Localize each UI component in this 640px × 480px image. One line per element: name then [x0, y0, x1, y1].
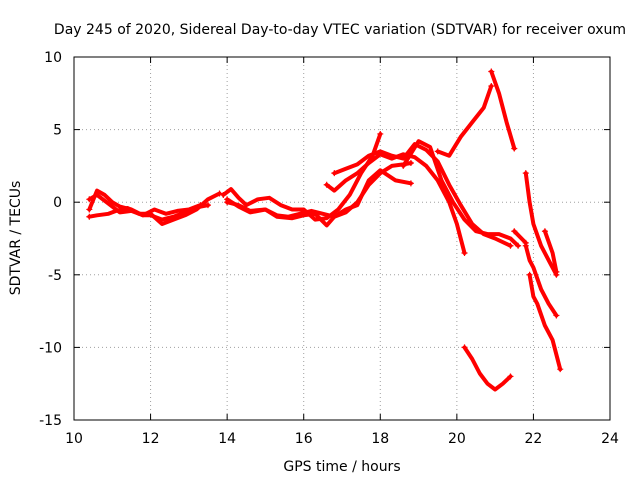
data-point-marker: [220, 191, 227, 198]
y-tick-label: -15: [39, 413, 62, 429]
data-point-marker: [511, 228, 518, 235]
y-tick-label: -5: [48, 268, 62, 284]
data-point-marker: [197, 202, 204, 209]
x-tick-label: 18: [371, 431, 389, 447]
x-tick-label: 20: [448, 431, 466, 447]
data-point-marker: [434, 148, 441, 155]
series-s4: [221, 132, 383, 222]
data-point-marker: [400, 162, 407, 169]
data-point-marker: [507, 373, 514, 380]
y-tick-label: -10: [39, 340, 62, 356]
plot-frame: [73, 56, 611, 421]
x-tick-label: 16: [295, 431, 313, 447]
x-tick-label: 14: [218, 431, 236, 447]
data-point-marker: [86, 213, 93, 220]
data-point-marker: [323, 181, 330, 188]
data-point-marker: [526, 271, 533, 278]
y-tick-label: 10: [44, 50, 62, 66]
data-point-marker: [515, 242, 522, 249]
data-point-marker: [407, 159, 414, 166]
series-s3: [87, 192, 203, 218]
data-point-marker: [86, 206, 93, 213]
data-point-marker: [461, 344, 468, 351]
series-s11: [489, 69, 517, 151]
data-point-marker: [461, 250, 468, 257]
series-s10: [435, 84, 494, 158]
data-point-marker: [224, 196, 231, 203]
data-point-marker: [522, 170, 529, 177]
series-s2: [87, 191, 222, 226]
data-point-marker: [507, 242, 514, 249]
series-s15: [523, 243, 559, 318]
chart-title: Day 245 of 2020, Sidereal Day-to-day VTE…: [54, 22, 626, 38]
data-point-marker: [407, 180, 414, 187]
series-s14: [523, 171, 559, 277]
series-s5: [225, 168, 413, 228]
data-point-marker: [488, 83, 495, 90]
series-s16: [527, 272, 563, 372]
data-point-marker: [488, 68, 495, 75]
data-point-marker: [216, 190, 223, 197]
x-tick-label: 24: [601, 431, 619, 447]
data-point-marker: [541, 228, 548, 235]
series-s9: [401, 139, 521, 248]
data-point-marker: [522, 242, 529, 249]
data-point-marker: [86, 196, 93, 203]
y-tick-label: 0: [53, 195, 62, 211]
y-axis-label: SDTVAR / TECUs: [8, 181, 24, 296]
series-s17: [542, 229, 559, 274]
data-point-marker: [511, 145, 518, 152]
x-tick-label: 12: [142, 431, 160, 447]
series-s13: [512, 229, 528, 245]
grid-lines: [74, 57, 610, 420]
data-point-marker: [553, 312, 560, 319]
series-s6: [225, 161, 413, 219]
series-s12: [462, 345, 513, 392]
data-point-marker: [205, 202, 211, 209]
data-point-marker: [553, 268, 560, 275]
data-point-marker: [331, 170, 338, 177]
x-tick-label: 22: [525, 431, 543, 447]
axis-ticks: 10 12 14 16 18 20 22 24 10 5 0 -5 -10 -15: [39, 50, 619, 447]
x-axis-label: GPS time / hours: [283, 459, 400, 475]
data-point-marker: [557, 366, 564, 373]
series-layer: [86, 68, 564, 392]
x-tick-label: 10: [65, 431, 83, 447]
y-tick-label: 5: [53, 123, 62, 139]
series-s8: [332, 142, 513, 248]
data-point-marker: [377, 130, 384, 137]
